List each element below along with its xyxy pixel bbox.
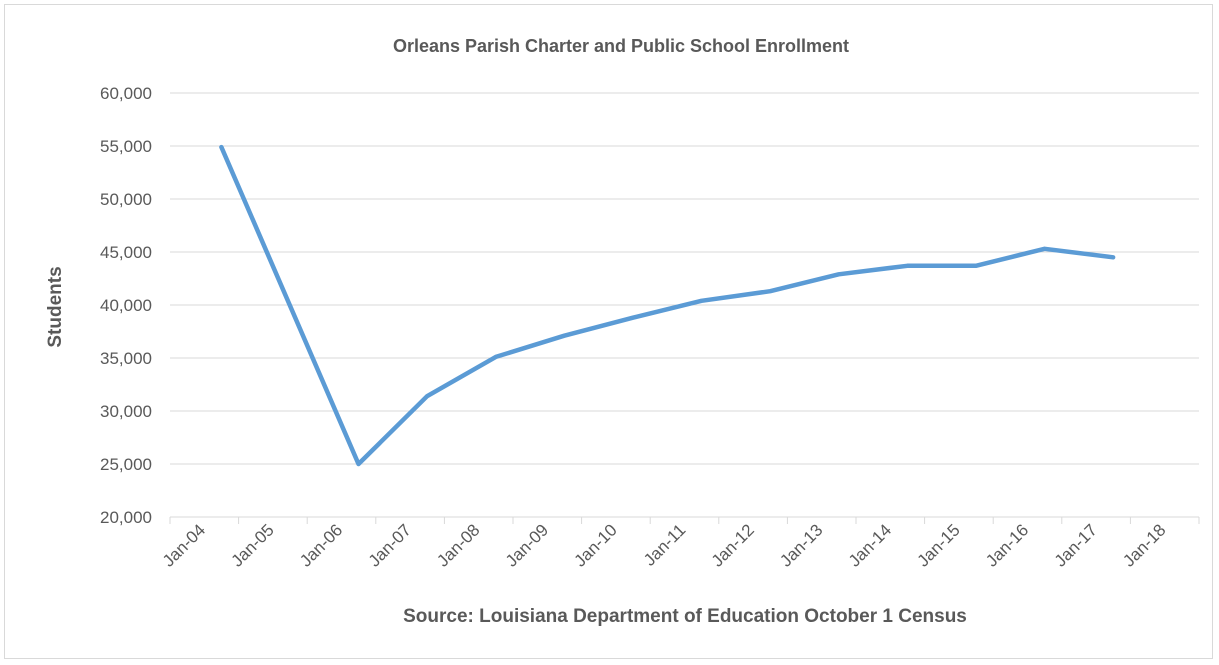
x-axis-title: Source: Louisiana Department of Educatio… bbox=[403, 606, 967, 627]
x-tick-label: Jan-05 bbox=[228, 520, 278, 570]
y-tick-label: 20,000 bbox=[100, 508, 152, 527]
x-tick-label: Jan-09 bbox=[502, 520, 552, 570]
x-tick-label: Jan-06 bbox=[296, 520, 346, 570]
y-axis-title: Students bbox=[45, 266, 66, 347]
x-tick-label: Jan-10 bbox=[571, 520, 621, 570]
x-tick-label: Jan-17 bbox=[1051, 520, 1101, 570]
x-tick-label: Jan-13 bbox=[776, 520, 826, 570]
y-tick-label: 40,000 bbox=[100, 296, 152, 315]
series-line bbox=[219, 144, 1116, 467]
y-tick-label: 35,000 bbox=[100, 349, 152, 368]
series-enrollment bbox=[219, 144, 1116, 467]
x-tick-label: Jan-11 bbox=[640, 520, 689, 569]
y-tick-label: 45,000 bbox=[100, 243, 152, 262]
y-tick-label: 25,000 bbox=[100, 455, 152, 474]
x-axis-tick-labels: Jan-04 Jan-05 Jan-06 Jan-07 Jan-08 Jan-09 Jan-… bbox=[159, 520, 1170, 570]
y-tick-label: 55,000 bbox=[100, 137, 152, 156]
y-tick-label: 60,000 bbox=[100, 84, 152, 103]
y-tick-label: 30,000 bbox=[100, 402, 152, 421]
x-tick-label: Jan-18 bbox=[1119, 520, 1169, 570]
x-tick-label: Jan-08 bbox=[433, 520, 483, 570]
chart-svg: Orleans Parish Charter and Public School… bbox=[45, 36, 1200, 627]
x-tick-label: Jan-16 bbox=[982, 520, 1032, 570]
x-tick-label: Jan-15 bbox=[914, 520, 964, 570]
y-axis-tick-labels: 20,000 25,000 30,000 35,000 40,000 45,000 50,0… bbox=[100, 84, 152, 527]
x-tick-label: Jan-14 bbox=[845, 520, 895, 570]
grid-lines bbox=[170, 92, 1199, 465]
chart-frame: Orleans Parish Charter and Public School… bbox=[4, 4, 1213, 659]
x-tick-label: Jan-07 bbox=[365, 520, 415, 570]
y-tick-label: 50,000 bbox=[100, 190, 152, 209]
x-tick-label: Jan-04 bbox=[159, 520, 209, 570]
x-axis bbox=[169, 516, 1200, 524]
chart-title: Orleans Parish Charter and Public School… bbox=[393, 36, 849, 56]
x-tick-label: Jan-12 bbox=[708, 520, 758, 570]
